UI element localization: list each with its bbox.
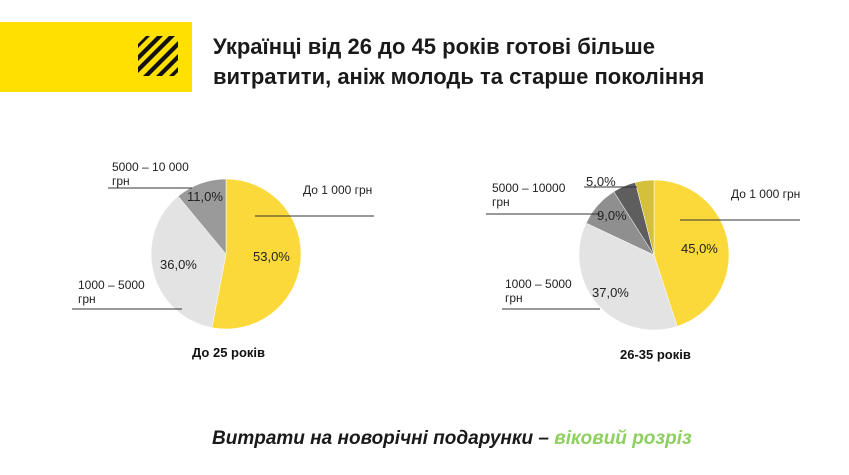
title-line-2: витратити, аніж молодь та старше поколін… — [213, 64, 705, 89]
legend-label: 5000 – 10 000 грн — [112, 160, 189, 188]
legend-label: 1000 – 5000 грн — [505, 277, 572, 305]
stripes-logo-icon — [138, 36, 178, 76]
legend-label: 1000 – 5000 грн — [78, 278, 145, 306]
footer-text: Витрати на новорічні подарунки – — [212, 428, 555, 449]
legend-label: 5000 – 10000 грн — [492, 181, 566, 209]
pie-slice — [653, 179, 730, 327]
footer-caption: Витрати на новорічні подарунки – віковий… — [212, 428, 692, 450]
pie-slice — [578, 222, 678, 331]
slice-value: 9,0% — [597, 208, 627, 223]
legend-label: До 1 000 грн — [731, 187, 801, 201]
pie-slice — [635, 179, 655, 256]
legend-label: До 1 000 грн — [303, 183, 373, 197]
pie-chart-26-35 — [578, 179, 730, 331]
slice-value: 37,0% — [592, 285, 629, 300]
brand-block — [0, 22, 192, 92]
slice-value: 36,0% — [160, 257, 197, 272]
slice-value: 45,0% — [681, 241, 718, 256]
chart-caption: До 25 років — [192, 345, 266, 360]
slice-value: 5,0% — [586, 174, 616, 189]
title-line-1: Українці від 26 до 45 років готові більш… — [213, 34, 655, 59]
slice-value: 11,0% — [187, 189, 223, 204]
slice-value: 53,0% — [253, 249, 290, 264]
footer-accent-text: віковий розріз — [554, 428, 692, 449]
pie-slice — [150, 195, 227, 328]
page-title: Українці від 26 до 45 років готові більш… — [213, 32, 813, 92]
chart-caption: 26-35 років — [620, 347, 691, 362]
pie-slice — [177, 178, 227, 255]
